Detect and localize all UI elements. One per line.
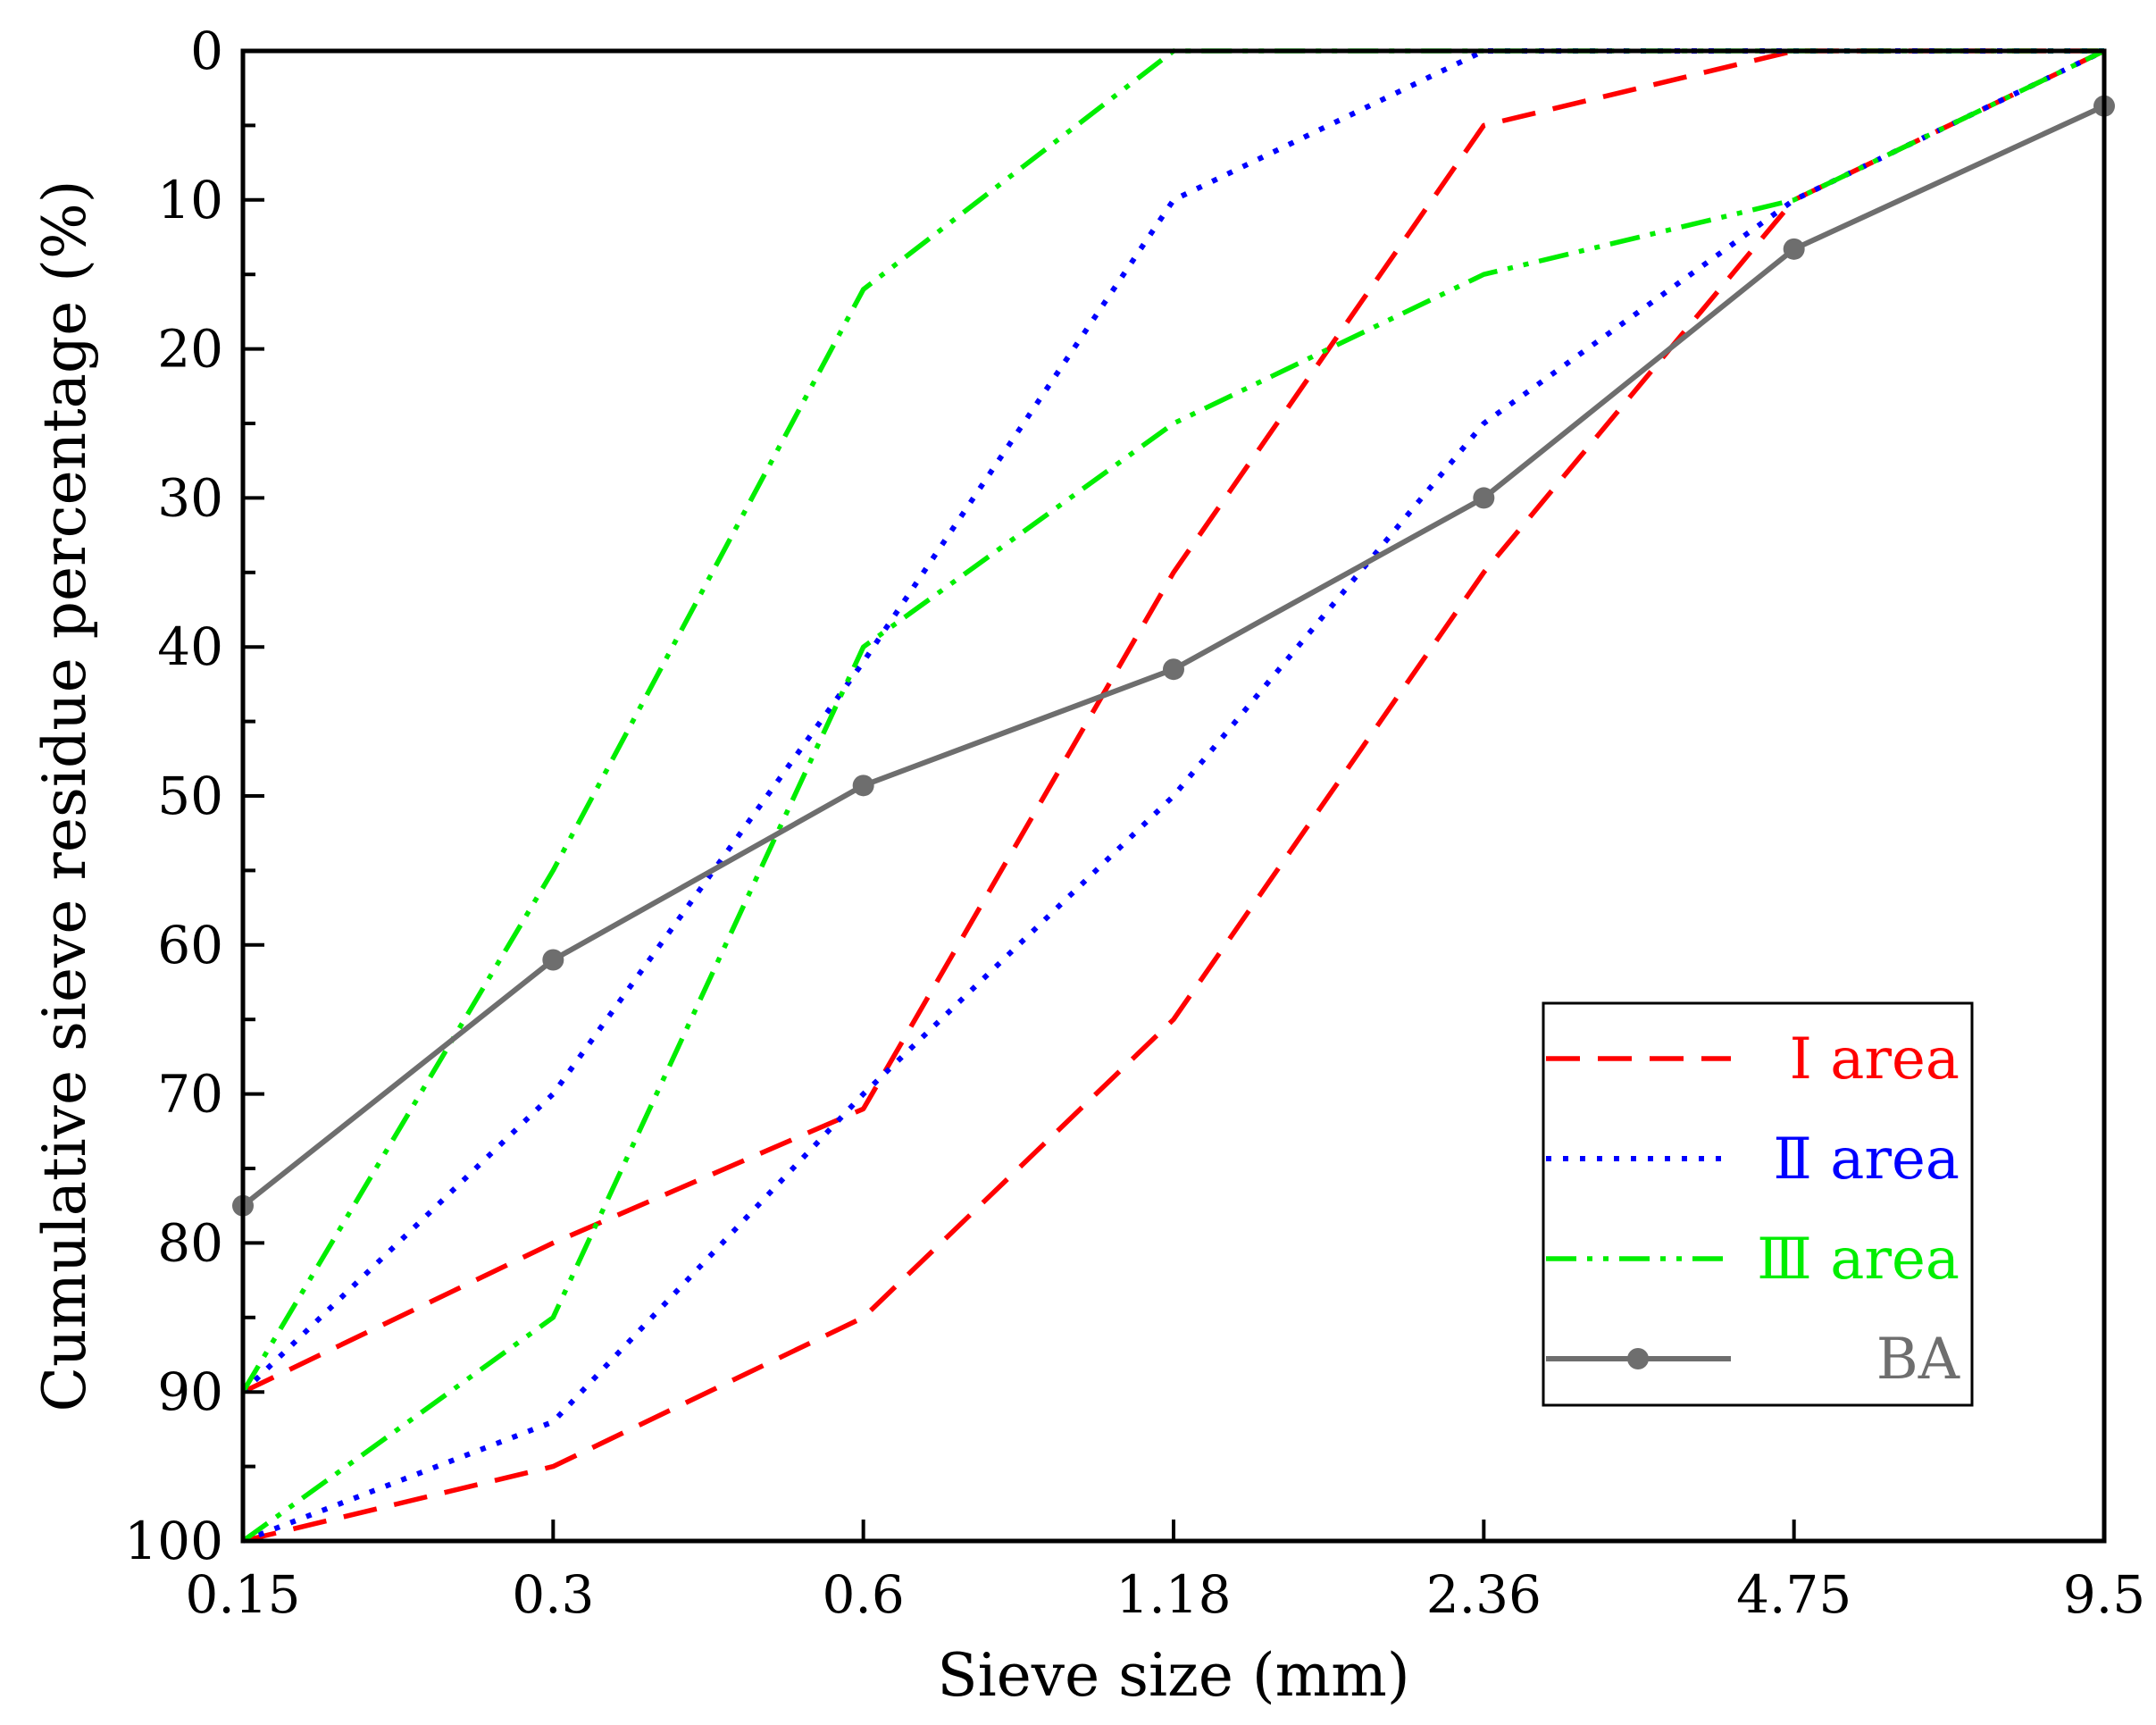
ba-point-5 xyxy=(1783,238,1805,260)
series-line-area-lower xyxy=(241,48,2106,1544)
legend-label-2: Ⅲ area xyxy=(1757,1227,1960,1293)
x-tick-label: 0.6 xyxy=(823,1564,905,1625)
y-tick-label: 50 xyxy=(157,766,223,826)
x-tick-label: 0.3 xyxy=(512,1564,594,1625)
x-tick-label: 0.15 xyxy=(185,1564,300,1625)
series-line-area-upper xyxy=(241,48,2104,1394)
y-tick-label: 10 xyxy=(157,170,223,230)
ba-point-1 xyxy=(542,949,564,971)
y-tick-label: 90 xyxy=(157,1361,223,1422)
y-tick-label: 100 xyxy=(124,1511,223,1571)
ba-point-4 xyxy=(1473,487,1495,509)
legend-label-0: Ⅰ area xyxy=(1790,1026,1960,1093)
series-line-area-lower xyxy=(242,48,2106,1544)
y-tick-label: 70 xyxy=(157,1064,223,1125)
y-axis-title: Cumulative sieve residue percentage (%) xyxy=(30,180,99,1411)
x-tick-label: 9.5 xyxy=(2063,1564,2145,1625)
x-tick-label: 4.75 xyxy=(1736,1564,1851,1625)
y-tick-label: 60 xyxy=(157,915,223,976)
legend-box xyxy=(1542,1001,1974,1407)
ba-point-3 xyxy=(1163,658,1184,681)
legend: Ⅰ area Ⅱ area Ⅲ area BA xyxy=(1542,1001,1974,1407)
x-tick-label: 2.36 xyxy=(1426,1564,1542,1625)
y-tick-label: 40 xyxy=(157,616,223,677)
ba-point-2 xyxy=(852,775,874,797)
legend-label-3: BA xyxy=(1876,1327,1960,1393)
x-tick-label: 1.18 xyxy=(1116,1564,1231,1625)
legend-label-1: Ⅱ area xyxy=(1773,1126,1960,1193)
y-tick-label: 0 xyxy=(190,21,223,81)
legend-marker-3 xyxy=(1627,1348,1649,1369)
y-tick-label: 30 xyxy=(157,467,223,528)
y-tick-label: 80 xyxy=(157,1212,223,1273)
y-tick-label: 20 xyxy=(157,319,223,380)
x-axis-title: Sieve size (mm) xyxy=(937,1641,1409,1710)
